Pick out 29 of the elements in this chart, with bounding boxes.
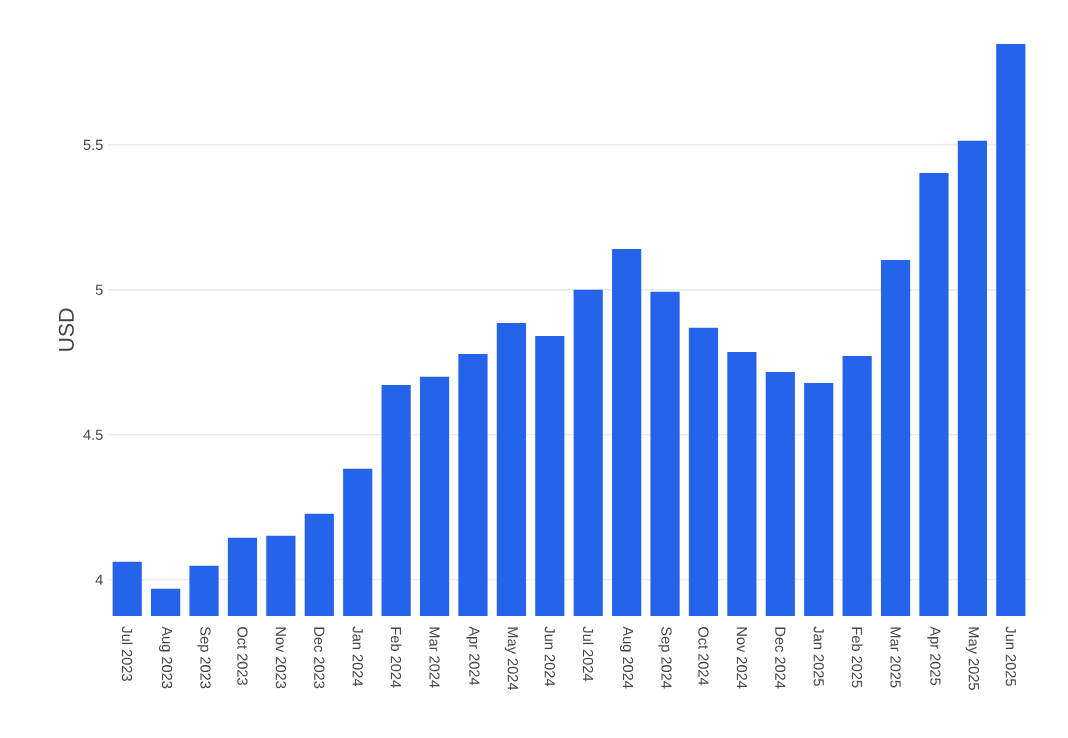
y-tick-label: 4 [95, 574, 103, 585]
x-tick-label: May 2024 [504, 627, 518, 691]
y-tick-label: 5 [95, 284, 103, 295]
x-tick-label: Dec 2023 [314, 627, 325, 689]
x-tick-label: Jan 2024 [352, 626, 363, 687]
x-tick-label: Apr 2025 [927, 626, 941, 686]
x-tick-label: Jul 2023 [121, 626, 133, 681]
x-tick-label: Jan 2025 [813, 626, 824, 686]
x-tick-label: Feb 2025 [851, 627, 863, 688]
x-tick-label: Sep 2024 [658, 627, 672, 689]
x-tick-label: Mar 2025 [890, 627, 901, 688]
x-tick-label: May 2025 [965, 627, 979, 690]
y-tick-label: 4.5 [83, 429, 103, 440]
x-tick-label: Feb 2024 [390, 627, 402, 688]
x-tick-label: Mar 2024 [429, 627, 440, 688]
x-tick-label: Jun 2025 [1005, 626, 1016, 686]
x-tick-label: Sep 2023 [197, 627, 211, 689]
x-tick-label: Dec 2024 [775, 627, 786, 689]
y-tick-label: 5.5 [83, 139, 103, 150]
x-tick-label: Aug 2023 [159, 626, 173, 689]
x-tick-label: Apr 2024 [466, 626, 480, 686]
x-tick-label: Aug 2024 [620, 626, 634, 689]
x-tick-label: Oct 2024 [698, 627, 709, 686]
x-tick-label: Oct 2023 [237, 627, 248, 685]
x-tick-label: Nov 2023 [275, 627, 287, 689]
x-tick-label: Jun 2024 [544, 626, 555, 687]
x-tick-label: Nov 2024 [736, 627, 748, 689]
y-axis-title: USD [58, 308, 74, 351]
x-tick-label: Jul 2024 [582, 626, 594, 682]
